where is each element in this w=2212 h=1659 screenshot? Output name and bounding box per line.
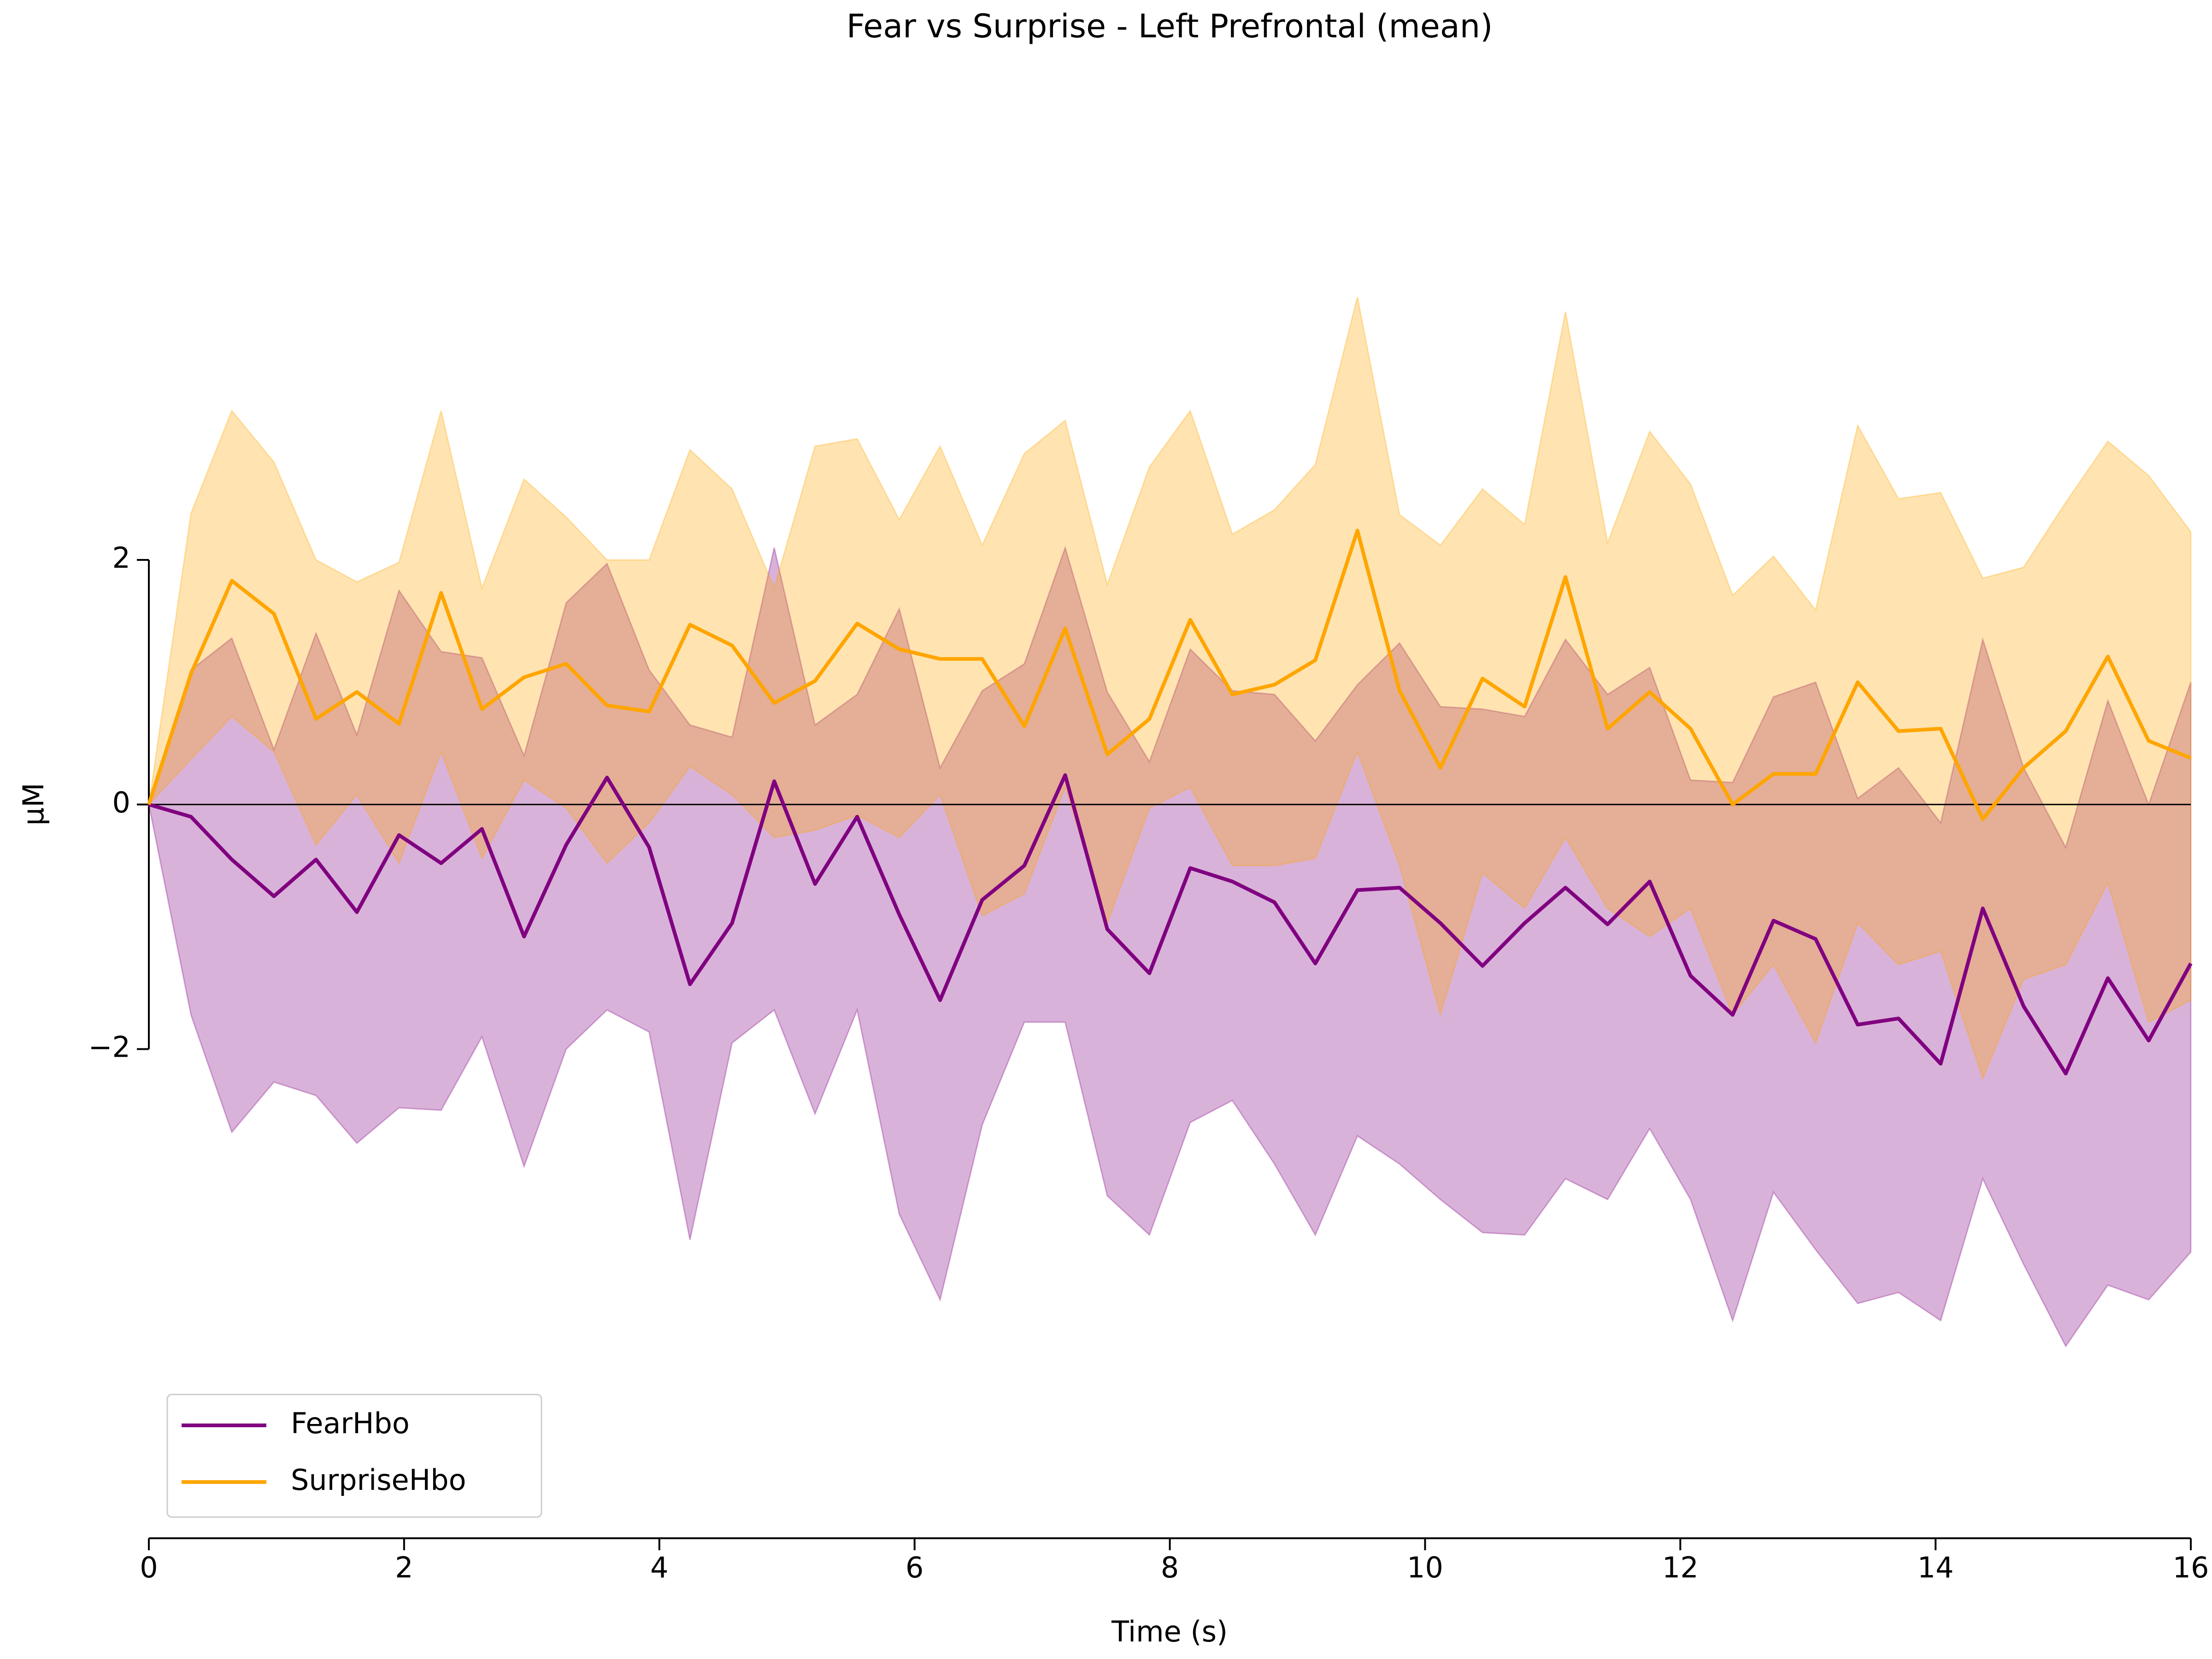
x-tick-label: 0 <box>140 1551 158 1584</box>
x-tick-label: 6 <box>906 1551 924 1584</box>
x-tick-label: 16 <box>2173 1551 2209 1584</box>
chart-title: Fear vs Surprise - Left Prefrontal (mean… <box>847 7 1493 45</box>
x-tick-label: 2 <box>395 1551 413 1584</box>
y-tick-label: 0 <box>112 786 130 819</box>
x-tick-label: 10 <box>1407 1551 1443 1584</box>
x-tick-label: 14 <box>1918 1551 1954 1584</box>
mean-line <box>147 529 2192 821</box>
y-tick-label: −2 <box>88 1030 130 1064</box>
y-tick-label: 2 <box>112 541 130 575</box>
x-tick-label: 4 <box>650 1551 668 1584</box>
x-axis-label: Time (s) <box>1111 1615 1228 1648</box>
confidence-band <box>147 297 2192 1081</box>
x-tick-label: 8 <box>1161 1551 1179 1584</box>
y-axis-label: μM <box>17 783 50 826</box>
x-tick-label: 12 <box>1662 1551 1699 1584</box>
legend-label: FearHbo <box>291 1406 410 1440</box>
legend-label: SurpriseHbo <box>291 1463 466 1497</box>
mean-line <box>148 773 2193 1076</box>
